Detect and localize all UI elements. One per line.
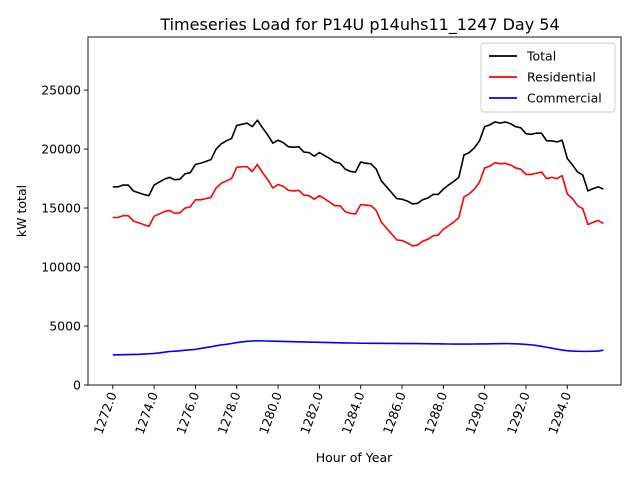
legend-box [480,42,616,113]
y-tick-label: 10000 [41,260,81,275]
series-line-total [112,119,604,205]
y-axis-label: kW total [14,185,29,237]
y-tick-label: 5000 [49,319,81,334]
legend-label-total: Total [526,49,556,64]
y-tick-label: 20000 [41,142,81,157]
legend-label-residential: Residential [527,70,596,85]
axes-frame [87,36,622,386]
y-tick-label: 15000 [41,201,81,216]
series-line-residential [112,161,604,247]
legend: Total Residential Commercial [480,42,616,113]
y-tick-label: 25000 [41,83,81,98]
y-tick-label: 0 [73,378,81,393]
legend-label-commercial: Commercial [527,91,602,106]
chart-title: Timeseries Load for P14U p14uhs11_1247 D… [159,15,559,35]
x-axis-label: Hour of Year [316,450,393,465]
series-line-commercial [112,339,604,356]
